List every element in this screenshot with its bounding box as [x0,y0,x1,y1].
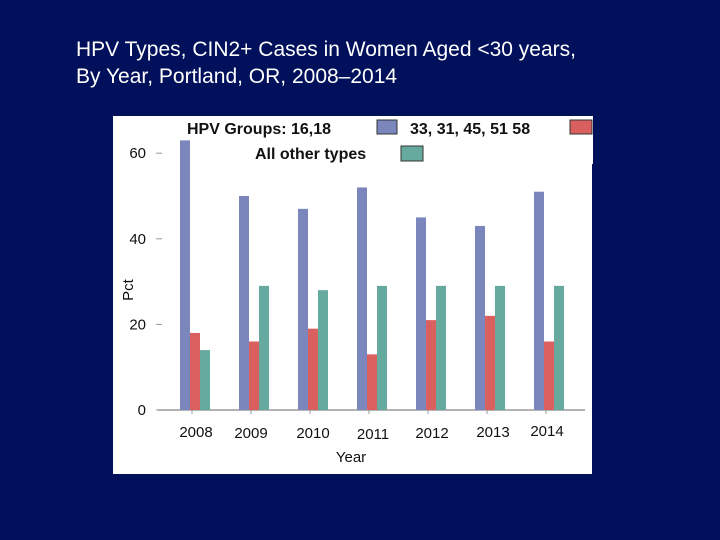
slide-title-line-2: By Year, Portland, OR, 2008–2014 [76,65,398,88]
y-tick-label: 20 [129,316,146,333]
x-tick-label-2014: 2014 [530,423,563,440]
bar-2011-series-3 [377,285,387,410]
bar-2012-series-3 [436,285,446,410]
bar-2009-series-3 [259,285,269,410]
slide-title: HPV Types, CIN2+ Cases in Women Aged <30… [76,36,696,90]
chart-panel [113,116,592,474]
bar-2013-series-1 [475,225,485,410]
x-tick-label-2009: 2009 [234,425,267,442]
bar-2014-series-2 [544,341,554,410]
bar-2012-series-2 [426,320,436,410]
x-tick-label-2010: 2010 [296,425,329,442]
y-axis-label: Pct [120,278,137,301]
bar-2009-series-2 [249,341,259,410]
legend-label-series-1: HPV Groups: 16,18 [187,121,331,138]
bar-2012-series-1 [416,217,426,410]
bar-2014-series-3 [554,285,564,410]
legend-swatch-series-1 [376,119,398,135]
y-tick-label: 0 [138,402,146,419]
bar-2010-series-2 [308,328,318,410]
y-tick-label: 40 [129,231,146,248]
legend-label-series-2: 33, 31, 45, 51 58 [410,121,530,138]
bar-2011-series-1 [357,187,367,410]
slide-title-line-1: HPV Types, CIN2+ Cases in Women Aged <30… [76,38,576,61]
x-tick-label-2012: 2012 [415,425,448,442]
bar-2008-series-2 [190,332,200,410]
y-tick-label: 60 [129,145,146,162]
bar-2008-series-3 [200,350,210,410]
legend-swatch-series-3 [400,145,424,162]
bar-2014-series-1 [534,191,544,410]
bar-2009-series-1 [239,196,249,410]
bar-2008-series-1 [180,140,190,411]
legend-swatch-series-2 [569,119,593,135]
legend-label-series-3: All other types [255,146,366,163]
bar-2011-series-2 [367,354,377,410]
x-tick-label-2011: 2011 [357,426,389,443]
bar-2010-series-3 [318,290,328,410]
x-tick-label-2008: 2008 [179,424,212,441]
bar-2013-series-2 [485,315,495,410]
bar-2010-series-1 [298,208,308,410]
x-tick-label-2013: 2013 [476,424,509,441]
x-axis-label: Year [336,449,366,466]
bar-2013-series-3 [495,285,505,410]
